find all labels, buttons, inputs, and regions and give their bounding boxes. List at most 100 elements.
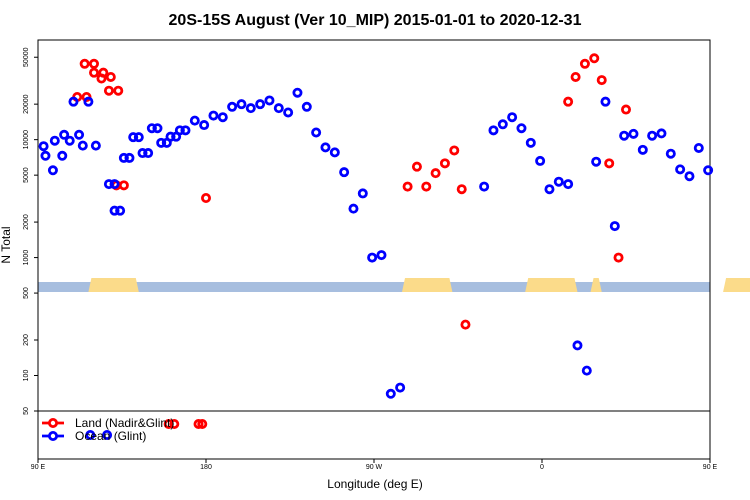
land-point: [596, 75, 607, 86]
y-tick-label: 100: [23, 370, 30, 382]
ocean-point: [292, 87, 303, 98]
land-segment-4: [723, 278, 750, 292]
land-segment-3: [590, 278, 602, 292]
ocean-point: [180, 125, 191, 136]
ocean-point: [109, 179, 120, 190]
ocean-point: [115, 205, 126, 216]
land-point: [604, 158, 615, 169]
ocean-point: [143, 148, 154, 159]
legend-marker-1: [48, 430, 59, 441]
ocean-point: [535, 155, 546, 166]
land-point: [439, 158, 450, 169]
y-axis-label: N Total: [0, 226, 13, 263]
ocean-point: [637, 144, 648, 155]
ocean-point: [208, 110, 219, 121]
ocean-point: [357, 188, 368, 199]
land-point: [589, 53, 600, 64]
ocean-point: [49, 135, 60, 146]
land-point: [460, 319, 471, 330]
land-point: [421, 181, 432, 192]
ocean-point: [301, 101, 312, 112]
ocean-point: [165, 131, 176, 142]
land-ocean-band: [38, 278, 750, 292]
ocean-point: [74, 129, 85, 140]
ocean-point: [376, 250, 387, 261]
ocean-point: [609, 221, 620, 232]
ocean-point: [128, 132, 139, 143]
legend-label-1: Ocean (Glint): [75, 429, 146, 443]
ocean-point: [581, 365, 592, 376]
land-point: [197, 418, 208, 429]
ocean-point: [156, 137, 167, 148]
ocean-point: [236, 99, 247, 110]
y-tick-label: 200: [23, 334, 30, 346]
ocean-point: [563, 179, 574, 190]
land-segment-2: [525, 278, 578, 292]
ocean-point: [255, 99, 266, 110]
ocean-point: [38, 141, 49, 152]
x-tick-label: 90 W: [366, 464, 383, 471]
ocean-point: [227, 101, 238, 112]
ocean-point: [124, 152, 135, 163]
ocean-point: [152, 123, 163, 134]
land-point: [449, 145, 460, 156]
ocean-point: [348, 203, 359, 214]
x-axis-label: Longitude (deg E): [327, 477, 422, 491]
ocean-point: [68, 96, 79, 107]
land-point: [103, 85, 114, 96]
ocean-point: [339, 167, 350, 178]
ocean-band: [38, 282, 710, 292]
ocean-point: [217, 112, 228, 123]
y-tick-label: 10000: [23, 130, 30, 150]
ocean-point: [367, 252, 378, 263]
ocean-point: [665, 148, 676, 159]
ocean-point: [647, 130, 658, 141]
ocean-point: [174, 125, 185, 136]
land-point: [163, 418, 174, 429]
land-point: [563, 96, 574, 107]
land-point: [411, 161, 422, 172]
ocean-point: [497, 119, 508, 130]
land-point: [579, 58, 590, 69]
ocean-point: [283, 107, 294, 118]
data-points: [38, 53, 714, 440]
land-point: [621, 104, 632, 115]
land-point: [113, 85, 124, 96]
x-tick-label: 180: [200, 464, 212, 471]
ocean-point: [619, 130, 630, 141]
ocean-point: [507, 112, 518, 123]
x-tick-label: 90 E: [31, 464, 46, 471]
y-tick-label: 500: [23, 287, 30, 299]
land-point: [89, 67, 100, 78]
ocean-point: [525, 137, 536, 148]
ocean-point: [591, 156, 602, 167]
ocean-point: [77, 140, 88, 151]
ocean-point: [118, 152, 129, 163]
ocean-point: [320, 142, 331, 153]
ocean-point: [329, 147, 340, 158]
ocean-point: [146, 123, 157, 134]
ocean-point: [553, 176, 564, 187]
ocean-point: [628, 128, 639, 139]
ocean-point: [85, 429, 96, 440]
ocean-point: [544, 184, 555, 195]
ocean-point: [656, 128, 667, 139]
ocean-point: [109, 205, 120, 216]
ocean-point: [703, 165, 714, 176]
ocean-point: [516, 123, 527, 134]
chart-title: 20S-15S August (Ver 10_MIP) 2015-01-01 t…: [169, 12, 582, 29]
legend-label-0: Land (Nadir&Glint): [75, 416, 174, 430]
ocean-point: [133, 132, 144, 143]
land-point: [570, 71, 581, 82]
ocean-point: [273, 103, 284, 114]
land-point: [79, 58, 90, 69]
ocean-point: [311, 127, 322, 138]
ocean-point: [264, 95, 275, 106]
land-point: [96, 73, 107, 84]
land-point: [613, 252, 624, 263]
y-tick-label: 20000: [23, 94, 30, 114]
land-point: [430, 168, 441, 179]
ocean-point: [102, 429, 113, 440]
